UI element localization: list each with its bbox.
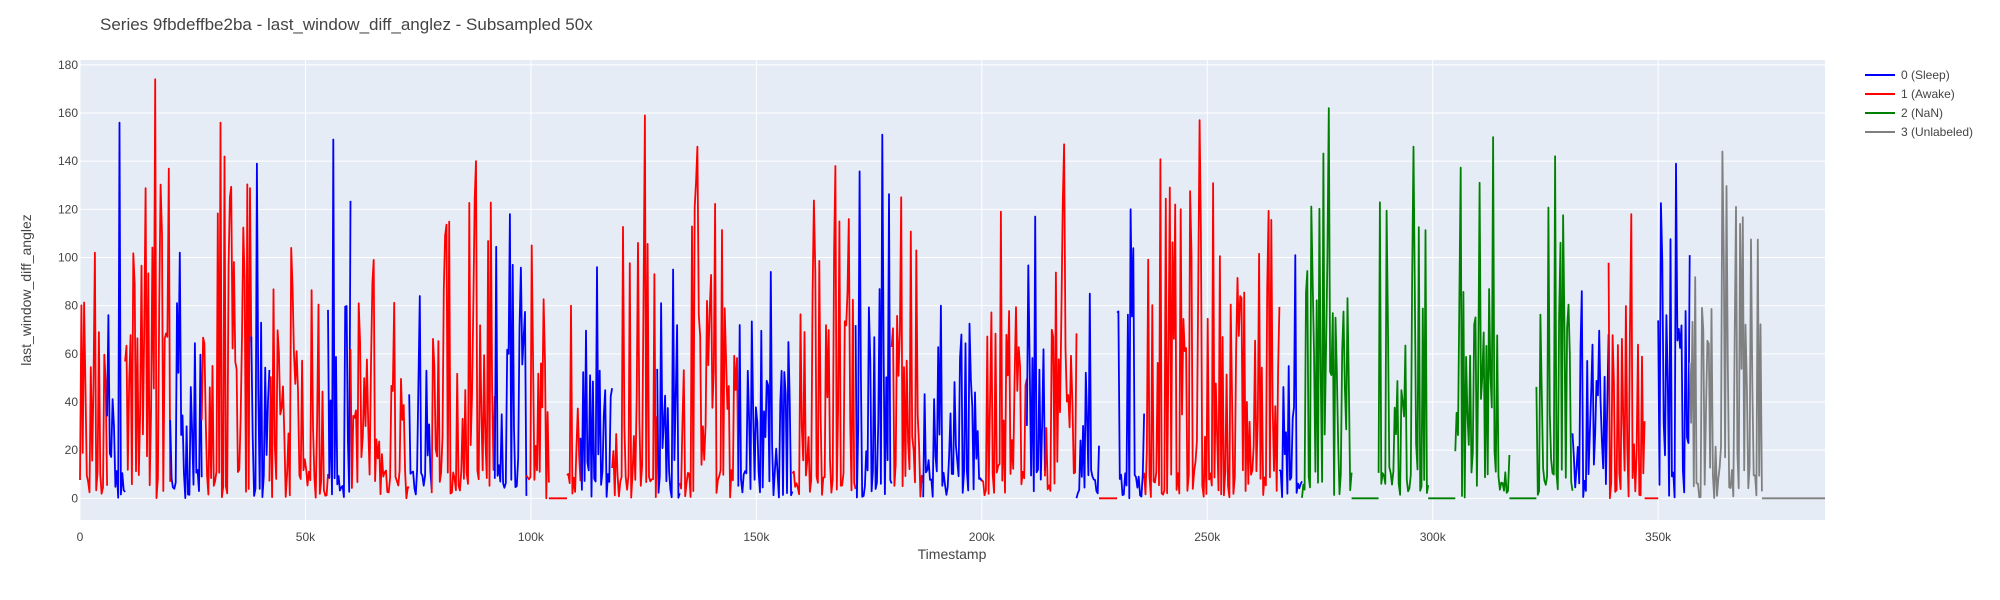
series-segment-1 xyxy=(349,259,410,500)
series-segment-0 xyxy=(327,138,352,498)
legend-label: 2 (NaN) xyxy=(1901,106,1943,120)
x-tick-label: 100k xyxy=(518,530,545,544)
legend-label: 0 (Sleep) xyxy=(1901,68,1950,82)
series-segment-0 xyxy=(1571,290,1610,498)
x-tick-label: 0 xyxy=(77,530,84,544)
y-axis-ticks: 0 20 40 60 80 100 120 140 160 180 xyxy=(58,58,78,506)
series-segment-1 xyxy=(79,251,108,495)
series-segment-1 xyxy=(200,121,253,498)
series-segment-2 xyxy=(1454,136,1511,499)
series-segment-1 xyxy=(678,145,740,499)
series-segment-0 xyxy=(106,121,126,499)
y-tick-label: 120 xyxy=(58,202,78,216)
y-tick-label: 100 xyxy=(58,250,78,264)
series-segment-1 xyxy=(890,196,925,498)
x-axis-ticks: 0 50k 100k 150k 200k 250k 300k 350k xyxy=(77,530,1673,544)
series-segment-1 xyxy=(1044,143,1078,492)
series-segment-1 xyxy=(1143,119,1281,499)
chart-title: Series 9fbdeffbe2ba - last_window_diff_a… xyxy=(100,15,593,34)
legend-item[interactable]: 1 (Awake) xyxy=(1865,87,1955,101)
y-tick-label: 140 xyxy=(58,154,78,168)
series-segment-2 xyxy=(1535,155,1574,496)
legend-label: 1 (Awake) xyxy=(1901,87,1955,101)
y-tick-label: 60 xyxy=(65,347,79,361)
y-tick-label: 160 xyxy=(58,106,78,120)
x-tick-label: 250k xyxy=(1194,530,1221,544)
series-segment-2 xyxy=(1377,145,1430,496)
series-segment-0 xyxy=(579,266,613,498)
legend: 0 (Sleep) 1 (Awake) 2 (NaN) 3 (Unlabeled) xyxy=(1865,68,1973,139)
x-tick-label: 350k xyxy=(1645,530,1672,544)
x-tick-label: 150k xyxy=(743,530,770,544)
y-tick-label: 80 xyxy=(65,299,79,313)
series-segment-1 xyxy=(611,114,659,499)
series-segment-3 xyxy=(1688,150,1763,499)
y-tick-label: 180 xyxy=(58,58,78,72)
y-tick-label: 20 xyxy=(65,443,79,457)
series-segment-1 xyxy=(566,304,582,495)
series-segment-0 xyxy=(922,304,983,498)
series-lines xyxy=(79,78,1825,500)
x-tick-label: 300k xyxy=(1420,530,1447,544)
series-segment-0 xyxy=(737,271,794,499)
series-segment-0 xyxy=(854,133,893,499)
series-segment-0 xyxy=(169,251,203,499)
series-segment-1 xyxy=(791,165,857,496)
series-segment-0 xyxy=(250,162,271,498)
series-segment-1 xyxy=(124,78,172,499)
series-segment-0 xyxy=(1075,292,1100,499)
series-segment-0 xyxy=(408,295,433,496)
y-axis-title: last_window_diff_anglez xyxy=(18,214,34,366)
series-segment-1 xyxy=(268,247,329,499)
x-axis-title: Timestamp xyxy=(918,546,987,562)
series-segment-0 xyxy=(493,213,528,496)
series-segment-1 xyxy=(525,244,550,500)
x-tick-label: 200k xyxy=(969,530,996,544)
series-segment-1 xyxy=(1607,213,1646,500)
y-tick-label: 40 xyxy=(65,395,79,409)
series-segment-0 xyxy=(1657,162,1691,499)
series-segment-2 xyxy=(1301,107,1353,498)
legend-item[interactable]: 0 (Sleep) xyxy=(1865,68,1950,82)
series-segment-0 xyxy=(656,268,681,499)
series-segment-0 xyxy=(1026,215,1046,493)
series-segment-0 xyxy=(1278,254,1303,498)
series-segment-1 xyxy=(981,210,1028,497)
legend-item[interactable]: 2 (NaN) xyxy=(1865,106,1943,120)
y-tick-label: 0 xyxy=(71,491,78,505)
series-segment-1 xyxy=(430,160,496,495)
legend-label: 3 (Unlabeled) xyxy=(1901,125,1973,139)
legend-item[interactable]: 3 (Unlabeled) xyxy=(1865,125,1973,139)
series-segment-0 xyxy=(1116,208,1145,500)
x-tick-label: 50k xyxy=(296,530,316,544)
